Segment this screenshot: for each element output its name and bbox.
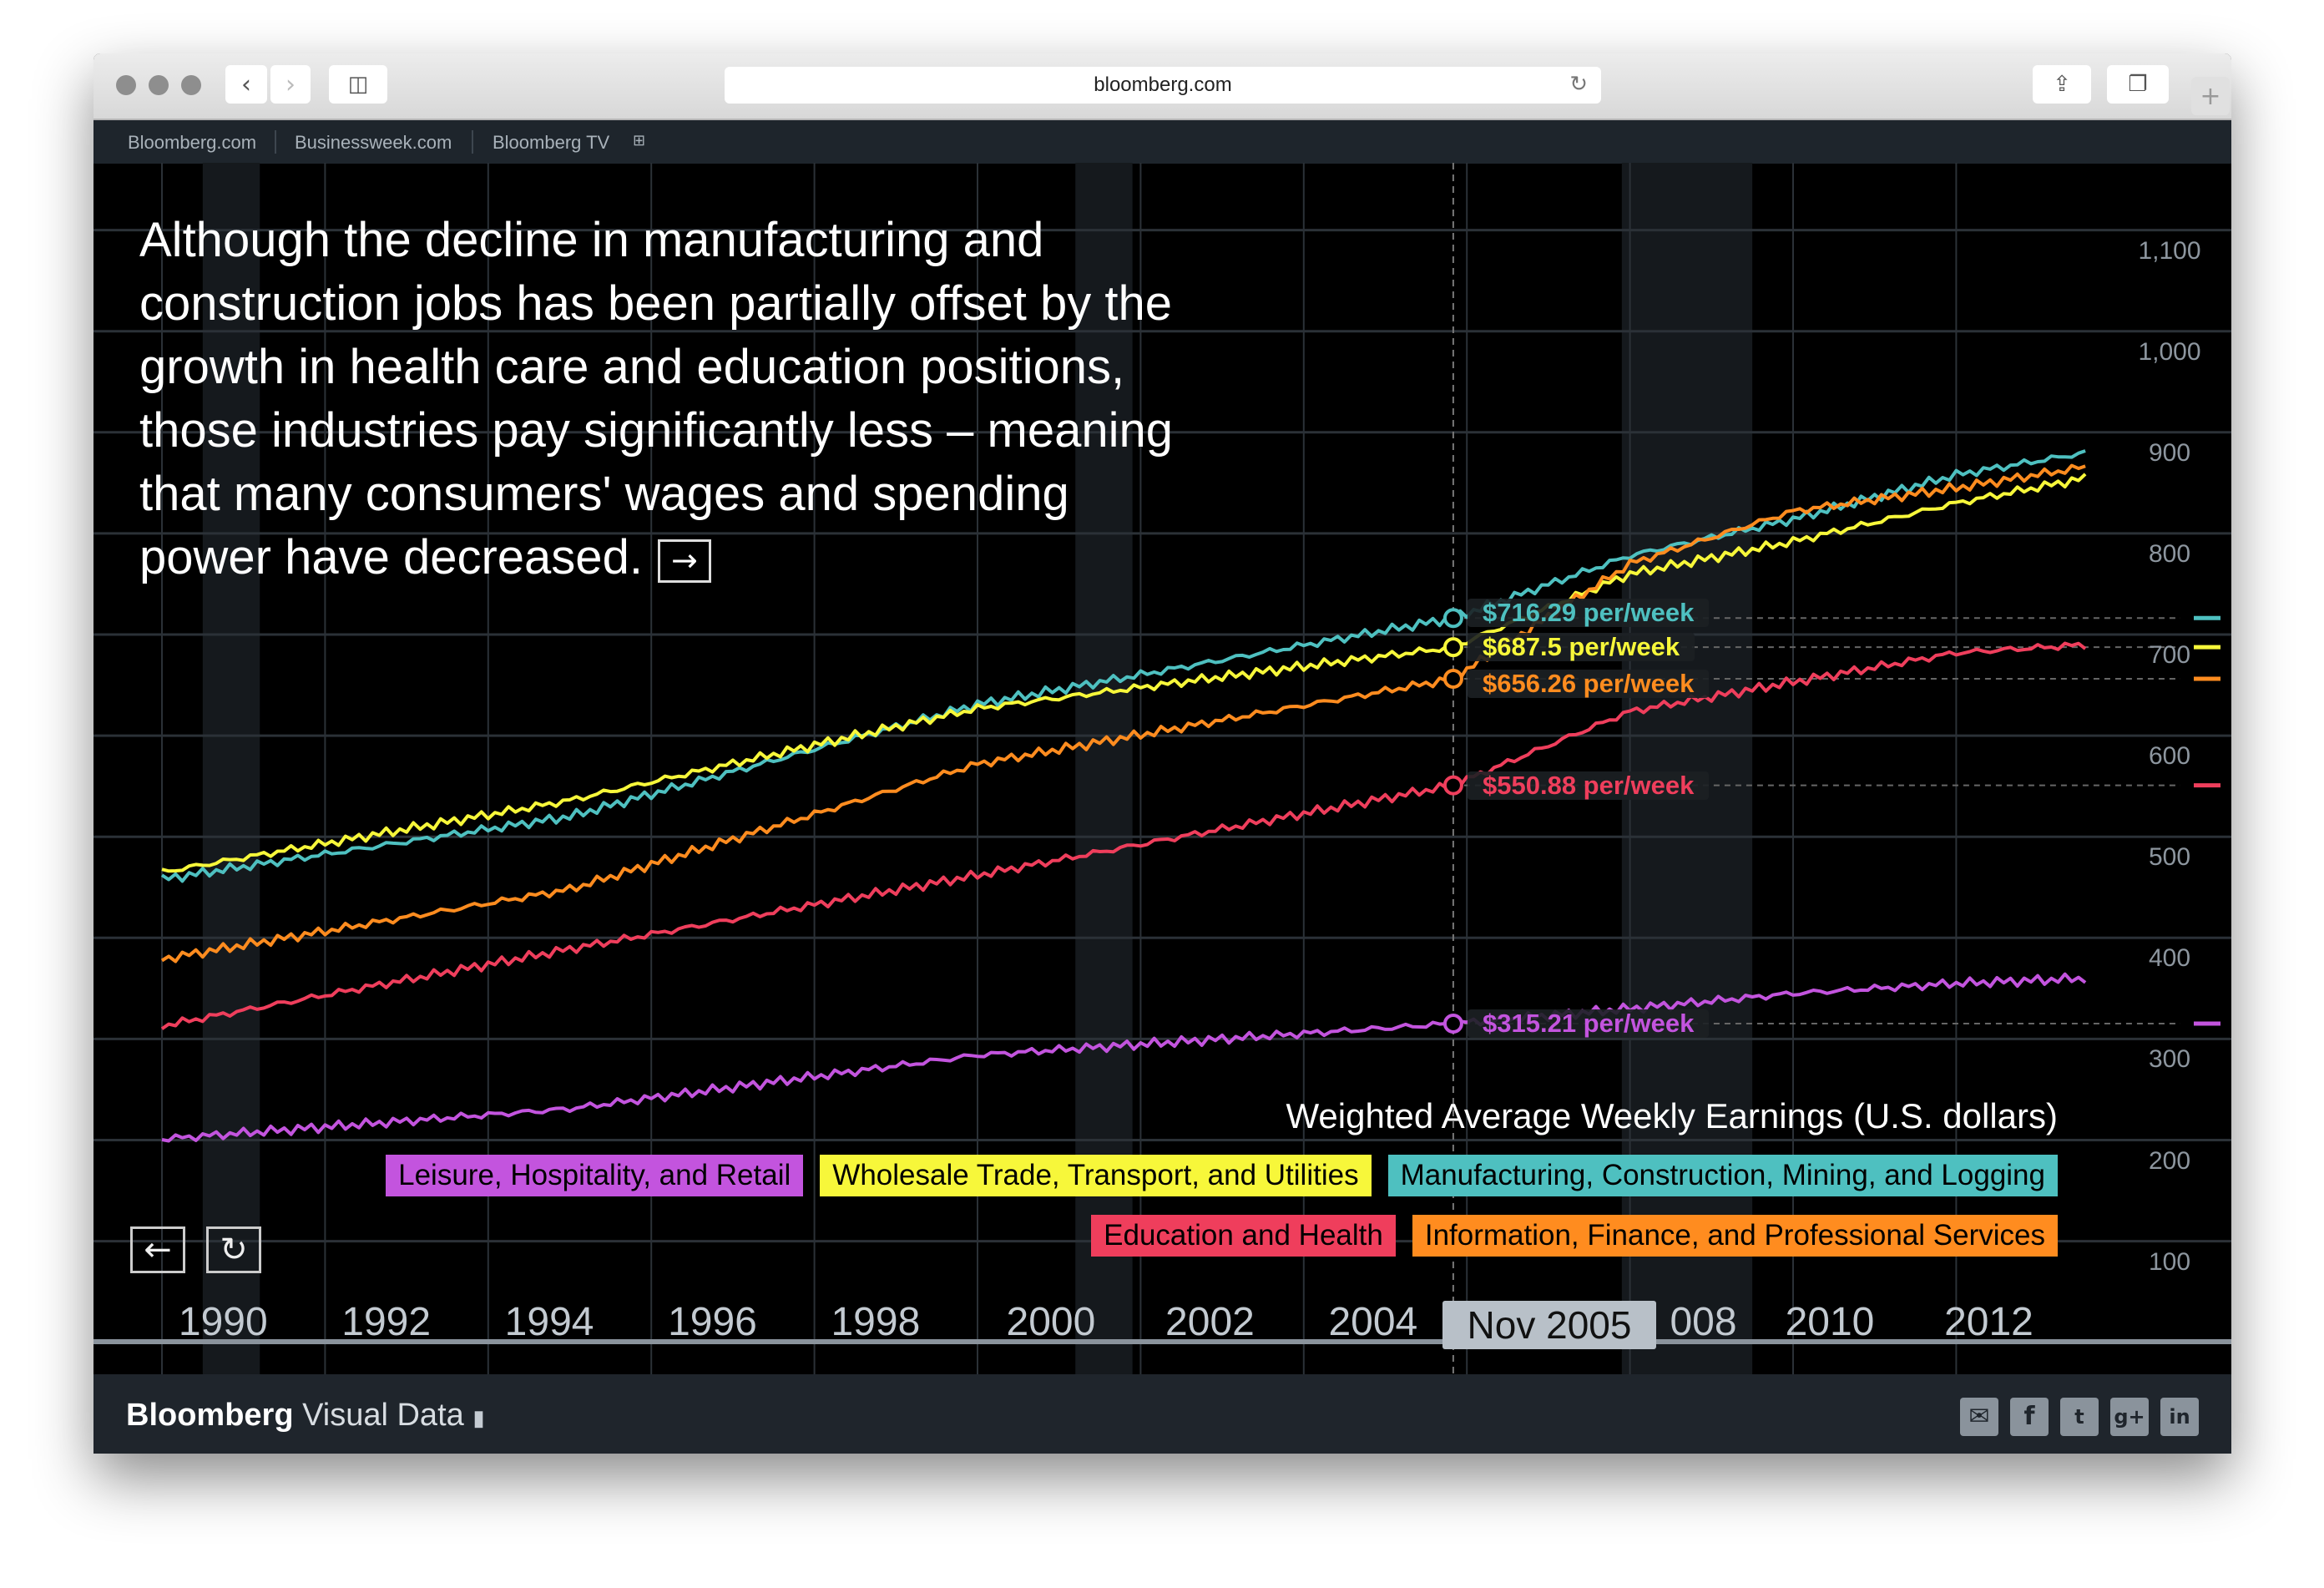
series-line	[160, 463, 2086, 963]
back-arrow-icon[interactable]: ←	[130, 1226, 185, 1273]
headline-line: construction jobs has been partially off…	[139, 276, 1173, 331]
reload-icon[interactable]: ↻	[1569, 72, 1588, 97]
chat-icon: ▮	[472, 1405, 485, 1430]
y-tick-label: 900	[2148, 438, 2191, 467]
recession-band	[202, 163, 260, 1374]
share-icon[interactable]: ⇪	[2033, 65, 2091, 104]
forward-icon[interactable]: ›	[270, 65, 311, 104]
next-arrow-icon[interactable]: →	[657, 539, 711, 583]
nav-link-businessweek[interactable]: Businessweek.com	[295, 132, 452, 153]
legend-leisure[interactable]: Leisure, Hospitality, and Retail	[386, 1155, 804, 1196]
footer: Bloomberg Visual Data ▮ ✉ f t g+ in	[93, 1374, 2231, 1454]
google-plus-icon[interactable]: g+	[2110, 1398, 2149, 1436]
selected-point-marker	[1442, 608, 1463, 629]
x-tick-label: 1996	[668, 1300, 757, 1344]
value-tooltip: $716.29 per/week	[1468, 599, 1710, 628]
x-tick-label: 2010	[1785, 1300, 1875, 1344]
nav-divider	[472, 130, 473, 154]
bloomberg-visual-data-logo: Bloomberg Visual Data ▮	[126, 1398, 485, 1434]
y-tick-label: 500	[2148, 843, 2191, 872]
y-tick-label: 800	[2148, 539, 2191, 568]
series-line	[161, 972, 2087, 1143]
new-tab-icon[interactable]: +	[2191, 77, 2230, 115]
selected-point-marker	[1442, 1013, 1463, 1034]
nav-divider	[275, 130, 276, 154]
value-tooltip: $656.26 per/week	[1468, 669, 1710, 698]
minimize-window-button[interactable]	[149, 75, 169, 95]
x-tick-label: 2004	[1328, 1300, 1418, 1344]
x-tick-label: 2012	[1944, 1300, 2034, 1344]
legend-row: Education and Health Information, Financ…	[1091, 1215, 2058, 1257]
x-tick-label: 2002	[1165, 1300, 1255, 1344]
selected-point-marker	[1442, 775, 1463, 796]
close-window-button[interactable]	[116, 75, 136, 95]
legend-wholesale[interactable]: Wholesale Trade, Transport, and Utilitie…	[820, 1155, 1372, 1196]
x-tick-label: 1992	[341, 1300, 432, 1344]
chart-title: Weighted Average Weekly Earnings (U.S. d…	[1286, 1096, 2058, 1135]
y-tick-label: 300	[2148, 1045, 2191, 1074]
value-tooltip: $550.88 per/week	[1468, 771, 1710, 800]
y-tick-label: 1,100	[2138, 236, 2201, 265]
brand-light: Visual Data	[302, 1398, 464, 1433]
email-icon[interactable]: ✉	[1960, 1398, 1998, 1436]
twitter-icon[interactable]: t	[2060, 1398, 2099, 1436]
x-tick-label: 1998	[831, 1300, 921, 1344]
legend-education[interactable]: Education and Health	[1091, 1215, 1396, 1257]
selected-point-marker	[1442, 637, 1463, 658]
timeline-scrubber[interactable]	[93, 1339, 2231, 1344]
brand-bold: Bloomberg	[126, 1398, 294, 1433]
y-tick-label: 400	[2148, 944, 2191, 973]
x-tick-label: 1994	[504, 1300, 594, 1344]
headline-line: power have decreased.	[139, 530, 643, 584]
replay-icon[interactable]: ↻	[206, 1226, 261, 1273]
url-text: bloomberg.com	[1094, 73, 1232, 96]
x-tick-label: 1990	[178, 1300, 268, 1344]
legend-row: Leisure, Hospitality, and Retail Wholesa…	[386, 1155, 2058, 1196]
headline-line: Although the decline in manufacturing an…	[139, 213, 1044, 267]
current-date-handle[interactable]: Nov 2005	[1442, 1301, 1656, 1349]
browser-toolbar: ‹ › ◫ bloomberg.com ↻ ⇪ ❐ +	[93, 53, 2231, 120]
headline-line: growth in health care and education posi…	[139, 340, 1125, 394]
x-tick-label: 2000	[1006, 1300, 1096, 1344]
plus-icon: ⊞	[633, 132, 646, 149]
address-bar[interactable]: bloomberg.com ↻	[725, 67, 1601, 104]
y-tick-label: 700	[2148, 641, 2191, 669]
headline-line: those industries pay significantly less …	[139, 403, 1173, 458]
headline-line: that many consumers' wages and spending	[139, 467, 1069, 521]
legend-information[interactable]: Information, Finance, and Professional S…	[1412, 1215, 2058, 1257]
series-line	[161, 473, 2087, 873]
facebook-icon[interactable]: f	[2010, 1398, 2049, 1436]
y-tick-label: 100	[2148, 1247, 2191, 1276]
x-tick-label: 008	[1670, 1300, 1737, 1344]
back-icon[interactable]: ‹	[225, 65, 267, 104]
value-tooltip: $315.21 per/week	[1468, 1009, 1710, 1038]
series-line	[160, 449, 2086, 883]
y-tick-label: 600	[2148, 742, 2191, 771]
zoom-window-button[interactable]	[181, 75, 201, 95]
selected-point-marker	[1442, 668, 1463, 689]
y-tick-label: 1,000	[2138, 337, 2201, 366]
series-line	[160, 641, 2087, 1030]
value-tooltip: $687.5 per/week	[1468, 633, 1695, 662]
tabs-icon[interactable]: ❐	[2107, 65, 2169, 104]
nav-link-bloomberg[interactable]: Bloomberg.com	[128, 132, 257, 153]
y-tick-label: 200	[2148, 1146, 2191, 1175]
site-nav: Bloomberg.com Businessweek.com Bloomberg…	[93, 120, 2231, 164]
linkedin-icon[interactable]: in	[2160, 1398, 2199, 1436]
sidebar-icon[interactable]: ◫	[329, 65, 387, 104]
headline: Although the decline in manufacturing an…	[139, 209, 1173, 589]
nav-link-bloomberg-tv[interactable]: Bloomberg TV	[493, 132, 610, 153]
legend-manufacturing[interactable]: Manufacturing, Construction, Mining, and…	[1387, 1155, 2058, 1196]
